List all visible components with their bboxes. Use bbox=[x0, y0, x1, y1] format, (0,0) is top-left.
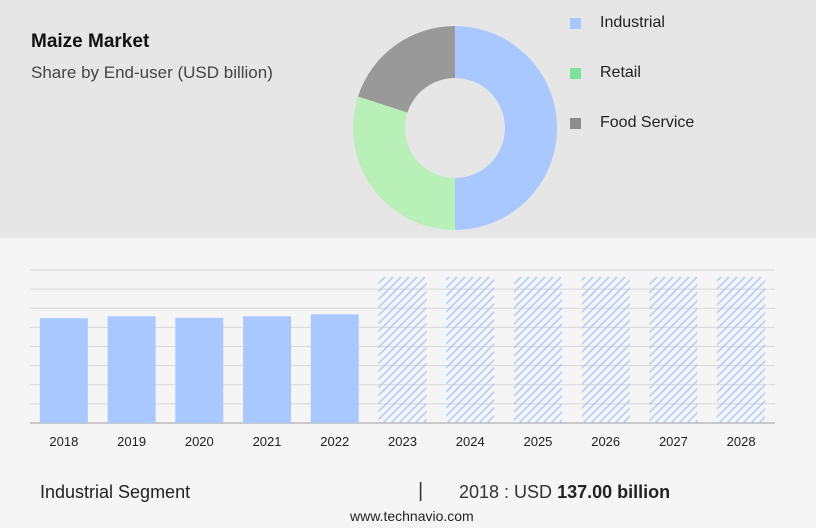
bar-chart: 2018 2019 2020 2021 2022 2023 2024 2025 2026 2027… bbox=[30, 269, 775, 449]
footer-value-prefix: 2018 : USD bbox=[459, 482, 558, 502]
x-tick-label-2023: 2023 bbox=[388, 434, 417, 449]
bar-2019 bbox=[107, 316, 156, 423]
legend-swatch-industrial bbox=[570, 18, 581, 29]
bar-2022 bbox=[310, 314, 359, 423]
x-tick-label-2026: 2026 bbox=[591, 434, 620, 449]
donut-chart bbox=[353, 26, 557, 230]
legend-label-food-service: Food Service bbox=[600, 114, 695, 131]
forecast-bar-2024 bbox=[446, 277, 495, 423]
donut-slice-retail bbox=[353, 96, 455, 230]
x-tick-label-2020: 2020 bbox=[185, 434, 214, 449]
x-tick-label-2018: 2018 bbox=[49, 434, 78, 449]
donut-slice-food-service bbox=[357, 26, 455, 113]
forecast-bar-2028 bbox=[717, 277, 766, 423]
forecast-bar-2027 bbox=[649, 277, 698, 423]
x-tick-label-2025: 2025 bbox=[523, 434, 552, 449]
x-tick-label-2021: 2021 bbox=[253, 434, 282, 449]
x-tick-label-2019: 2019 bbox=[117, 434, 146, 449]
chart-subtitle: Share by End-user (USD billion) bbox=[31, 63, 273, 82]
bar-2021 bbox=[243, 316, 292, 423]
footer-divider: | bbox=[418, 480, 424, 502]
footer-value: 2018 : USD 137.00 billion bbox=[459, 482, 670, 503]
bar-2018 bbox=[39, 318, 88, 423]
x-tick-label-2027: 2027 bbox=[659, 434, 688, 449]
legend-item-industrial: Industrial bbox=[570, 12, 770, 36]
x-tick-label-2028: 2028 bbox=[727, 434, 756, 449]
footer-segment-label: Industrial Segment bbox=[40, 482, 191, 502]
source-link[interactable]: www.technavio.com bbox=[350, 508, 474, 524]
legend-label-industrial: Industrial bbox=[600, 14, 665, 31]
legend-label-retail: Retail bbox=[600, 64, 641, 81]
chart-title: Maize Market bbox=[31, 31, 150, 52]
legend-swatch-food-service bbox=[570, 118, 581, 129]
forecast-bar-2023 bbox=[378, 277, 427, 423]
donut-slice-industrial bbox=[455, 26, 557, 230]
x-tick-label-2024: 2024 bbox=[456, 434, 485, 449]
forecast-bar-2026 bbox=[581, 277, 630, 423]
legend-item-retail: Retail bbox=[570, 62, 770, 86]
bar-2020 bbox=[175, 317, 224, 423]
legend-swatch-retail bbox=[570, 68, 581, 79]
legend-item-food-service: Food Service bbox=[570, 112, 770, 136]
x-tick-label-2022: 2022 bbox=[320, 434, 349, 449]
footer-value-amount: 137.00 billion bbox=[557, 482, 671, 502]
forecast-bar-2025 bbox=[513, 277, 562, 423]
